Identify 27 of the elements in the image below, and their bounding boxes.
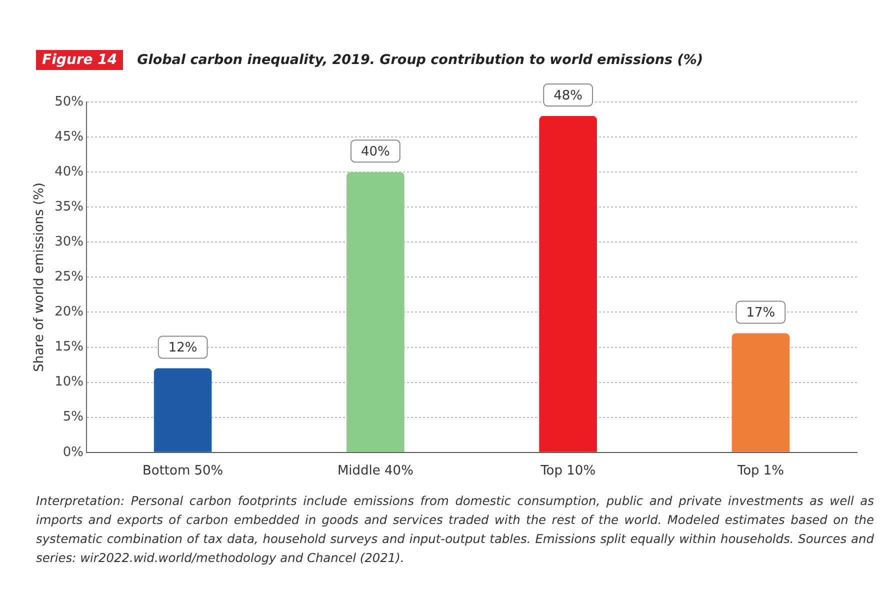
y-tick-label: 15% — [54, 340, 84, 355]
y-tick-label: 50% — [54, 94, 84, 110]
bar — [346, 172, 404, 452]
text: Interpretation: Personal carbon footprints include emissions from domestic consumption, public and private investments as well as imports and exports of carbon embedded in goods and services traded with the rest of the world. Modeled estimates based on the systematic combination of tax data, household surveys and input-output tables. Emissions split equally within households. Sources and series: wir2022.wid.world/methodology and Chancel (2021). — [36, 493, 874, 567]
y-tick-label: 0% — [62, 444, 84, 460]
y-tick-label: 25% — [54, 270, 84, 285]
y-tick-label: 10% — [54, 374, 84, 390]
y-tick-label: 30% — [54, 234, 84, 250]
bar — [539, 116, 597, 452]
y-tick-label: 5% — [62, 410, 84, 425]
x-tick-label: Middle 40% — [337, 464, 414, 479]
caption: Figure 14 — [36, 50, 124, 70]
y-tick-label: 40% — [54, 164, 84, 180]
chart-title: Global carbon inequality, 2019. Group contribution to world emissions (%) — [137, 52, 704, 68]
data-label: 48% — [554, 88, 583, 104]
bar — [732, 333, 790, 452]
data-label: 40% — [360, 144, 390, 160]
data-label: 17% — [746, 306, 776, 321]
data-label: 12% — [168, 340, 198, 356]
bar — [154, 368, 212, 452]
y-tick-label: 45% — [54, 129, 84, 144]
y-tick-label: 20% — [54, 304, 84, 320]
x-tick-label: Bottom 50% — [142, 464, 224, 479]
x-tick-label: Top 10% — [540, 464, 596, 479]
y-tick-label: 35% — [54, 199, 84, 214]
x-tick-label: Top 1% — [736, 464, 784, 479]
y-axis-title: Share of world emissions (%) — [32, 182, 48, 372]
